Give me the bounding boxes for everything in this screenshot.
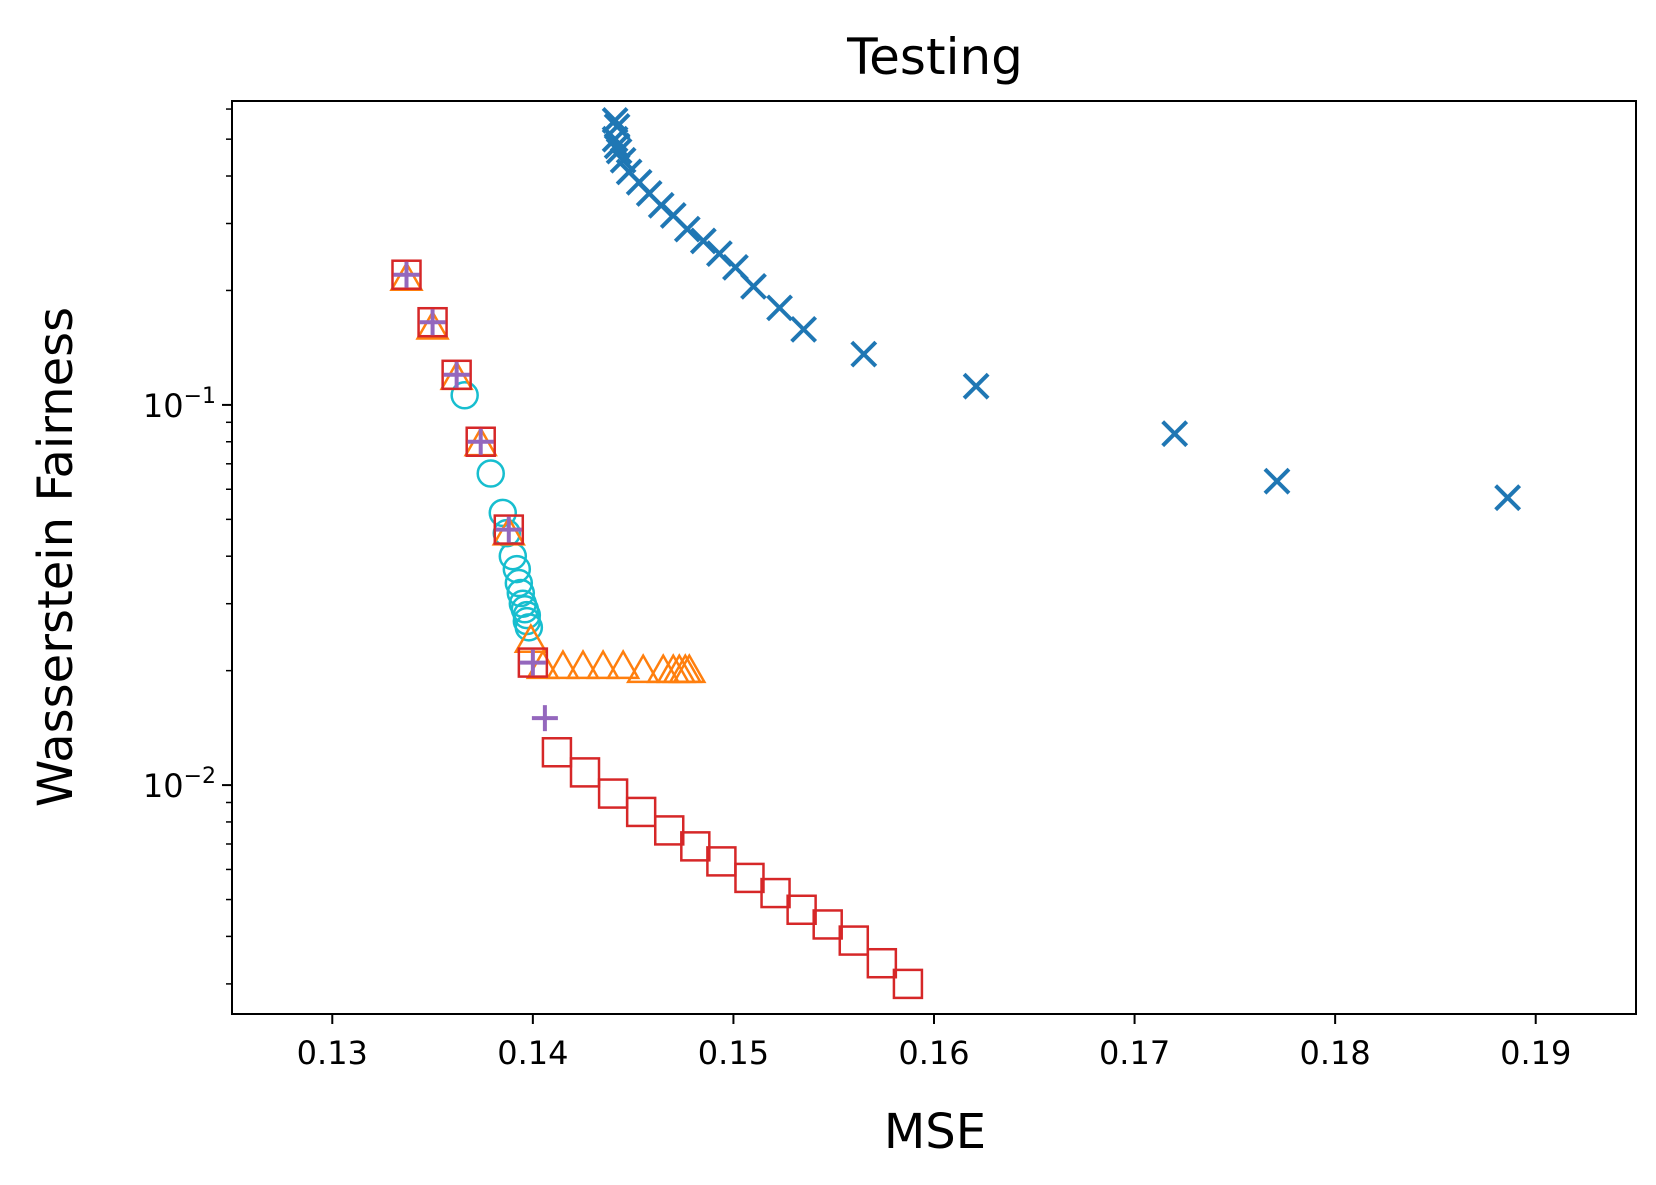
- data-point-plus: [467, 428, 494, 455]
- data-point-square: [760, 877, 791, 909]
- data-point-circle: [502, 554, 532, 584]
- data-point-square: [517, 647, 549, 678]
- data-point-x: [790, 315, 818, 343]
- y-axis: 10−2 10−1: [143, 108, 232, 985]
- data-point-square: [653, 815, 685, 846]
- data-point-triangle: [513, 623, 549, 654]
- data-point-x: [1161, 420, 1189, 448]
- data-point-circle: [450, 381, 479, 410]
- x-tick-label: 0.16: [898, 1034, 969, 1072]
- data-point-square: [706, 846, 737, 877]
- x-tick-label: 0.14: [497, 1034, 568, 1072]
- x-tick-label: 0.15: [698, 1034, 769, 1072]
- data-point-triangle: [662, 653, 697, 684]
- data-point-triangle: [585, 649, 621, 680]
- data-point-square: [493, 514, 525, 545]
- x-axis: 0.13 0.14 0.15 0.16 0.17 0.18 0.19: [297, 1014, 1571, 1072]
- data-point-square: [680, 831, 711, 862]
- data-point-square: [391, 259, 422, 290]
- x-tick-label: 0.18: [1300, 1034, 1371, 1072]
- data-point-x: [1494, 484, 1522, 512]
- data-point-triangle: [565, 649, 601, 680]
- data-point-circle: [488, 498, 518, 528]
- data-point-triangle: [415, 309, 450, 340]
- data-point-circle: [512, 600, 542, 630]
- plot-frame: [231, 100, 1637, 1015]
- x-tick-label: 0.19: [1500, 1034, 1571, 1072]
- data-point-plus: [419, 309, 446, 336]
- data-point-triangle: [605, 649, 641, 680]
- data-point-triangle: [672, 653, 707, 684]
- data-point-square: [417, 306, 448, 338]
- data-point-triangle: [545, 649, 581, 680]
- data-point-circle: [476, 459, 505, 488]
- data-point-x: [740, 272, 767, 300]
- data-point-square: [569, 757, 601, 788]
- series-square: [391, 259, 924, 1000]
- data-point-plus: [519, 649, 546, 676]
- x-tick-label: 0.13: [297, 1034, 368, 1072]
- data-point-triangle: [626, 653, 661, 684]
- series-x: [601, 107, 1522, 512]
- data-point-plus: [443, 361, 470, 388]
- data-point-square: [625, 796, 657, 828]
- data-point-square: [838, 925, 870, 956]
- data-point-x: [1263, 467, 1291, 495]
- chart-title: Testing: [846, 28, 1023, 86]
- series-triangle: [389, 260, 707, 684]
- x-axis-label: MSE: [884, 1104, 986, 1160]
- data-point-square: [866, 947, 898, 979]
- x-tick-label: 0.17: [1099, 1034, 1170, 1072]
- data-point-square: [734, 862, 765, 894]
- data-point-square: [441, 359, 472, 391]
- data-point-square: [597, 778, 629, 809]
- data-point-circle: [506, 578, 536, 608]
- series-plus: [393, 261, 558, 732]
- data-point-x: [673, 215, 701, 243]
- data-point-x: [605, 137, 633, 165]
- data-point-square: [812, 909, 843, 940]
- y-axis-label: Wasserstein Fairness: [28, 307, 84, 807]
- data-point-plus: [531, 705, 558, 732]
- y-tick-label: 10−1: [143, 384, 216, 425]
- data-point-square: [786, 894, 817, 926]
- data-point-square: [892, 968, 924, 1000]
- data-point-square: [541, 737, 573, 768]
- data-point-circle: [514, 613, 544, 642]
- data-point-circle: [504, 568, 534, 598]
- data-point-plus: [495, 516, 522, 543]
- data-point-x: [766, 294, 793, 322]
- data-point-x: [850, 340, 878, 368]
- data-point-x: [603, 132, 631, 160]
- data-point-x: [962, 372, 990, 400]
- y-tick-label: 10−2: [143, 764, 216, 805]
- data-point-x: [689, 227, 717, 255]
- data-point-plus: [393, 261, 420, 288]
- series-circle: [450, 381, 544, 642]
- data-point-square: [465, 426, 496, 457]
